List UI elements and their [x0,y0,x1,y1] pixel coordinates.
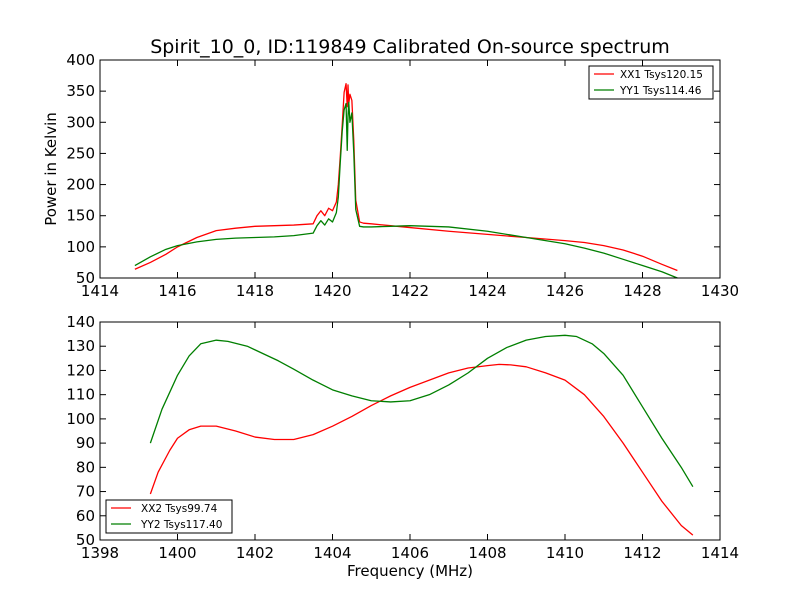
top-legend: XX1 Tsys120.15 YY1 Tsys114.46 [588,65,714,100]
top-y-tick-label: 250 [66,144,95,162]
top-ticks-group: 1414 1416 1418 1420 1422 1424 1426 1428 1430 50 10… [66,51,739,300]
bottom-chart: 1398 1400 1402 1404 1406 1408 1410 1412 1414 50 60… [66,313,739,580]
bottom-y-tick-label: 50 [76,531,95,549]
top-y-tick-label: 150 [66,207,95,225]
top-x-tick-label: 1424 [468,282,506,300]
top-y-tick-label: 400 [66,51,95,69]
bottom-legend-label-xx2: XX2 Tsys99.74 [141,503,218,515]
bottom-legend: XX2 Tsys99.74 YY2 Tsys117.40 [105,499,233,534]
top-x-tick-label: 1418 [236,282,274,300]
bottom-x-tick-label: 1398 [81,544,119,562]
bottom-y-tick-label: 60 [76,507,95,525]
bottom-x-tick-label: 1410 [546,544,584,562]
bottom-x-tick-label: 1400 [158,544,196,562]
bottom-y-tick-label: 130 [66,337,95,355]
top-legend-label-xx1: XX1 Tsys120.15 [620,69,703,81]
bottom-series-line-1 [149,363,694,536]
bottom-x-tick-label: 1414 [701,544,739,562]
top-chart: 1414 1416 1418 1420 1422 1424 1426 1428 1430 50 10… [42,51,739,300]
top-x-tick-label: 1422 [391,282,429,300]
top-x-tick-label: 1426 [546,282,584,300]
bottom-x-tick-label: 1404 [313,544,351,562]
figure-title: Spirit_10_0, ID:119849 Calibrated On-sou… [150,36,670,58]
top-series-group [134,83,678,279]
bottom-legend-box [105,499,233,534]
bottom-series-line-2 [149,334,694,488]
bottom-y-tick-label: 80 [76,458,95,476]
top-legend-label-yy1: YY1 Tsys114.46 [619,85,702,97]
bottom-x-tick-label: 1402 [236,544,274,562]
bottom-ticks-group: 1398 1400 1402 1404 1406 1408 1410 1412 1414 50 60… [66,313,739,562]
top-y-tick-label: 300 [66,113,95,131]
top-x-tick-label: 1430 [701,282,739,300]
bottom-y-tick-label: 110 [66,386,95,404]
top-series-line-1 [134,83,678,272]
bottom-x-axis-label: Frequency (MHz) [347,562,473,580]
top-x-tick-label: 1420 [313,282,351,300]
bottom-x-tick-label: 1406 [391,544,429,562]
top-y-tick-label: 350 [66,82,95,100]
bottom-y-tick-label: 140 [66,313,95,331]
bottom-y-tick-label: 100 [66,410,95,428]
bottom-series-group [149,334,694,536]
top-y-tick-label: 100 [66,238,95,256]
top-x-tick-label: 1416 [158,282,196,300]
bottom-y-tick-label: 70 [76,483,95,501]
bottom-x-tick-label: 1412 [623,544,661,562]
top-y-tick-label: 200 [66,176,95,194]
top-series-line-2 [134,101,678,279]
top-y-axis-label: Power in Kelvin [42,112,60,226]
top-y-tick-label: 50 [76,269,95,287]
bottom-y-tick-label: 90 [76,434,95,452]
bottom-x-tick-label: 1408 [468,544,506,562]
top-x-tick-label: 1428 [623,282,661,300]
bottom-legend-label-yy2: YY2 Tsys117.40 [140,519,222,531]
top-x-tick-label: 1414 [81,282,119,300]
top-legend-box [588,65,714,100]
bottom-y-tick-label: 120 [66,361,95,379]
